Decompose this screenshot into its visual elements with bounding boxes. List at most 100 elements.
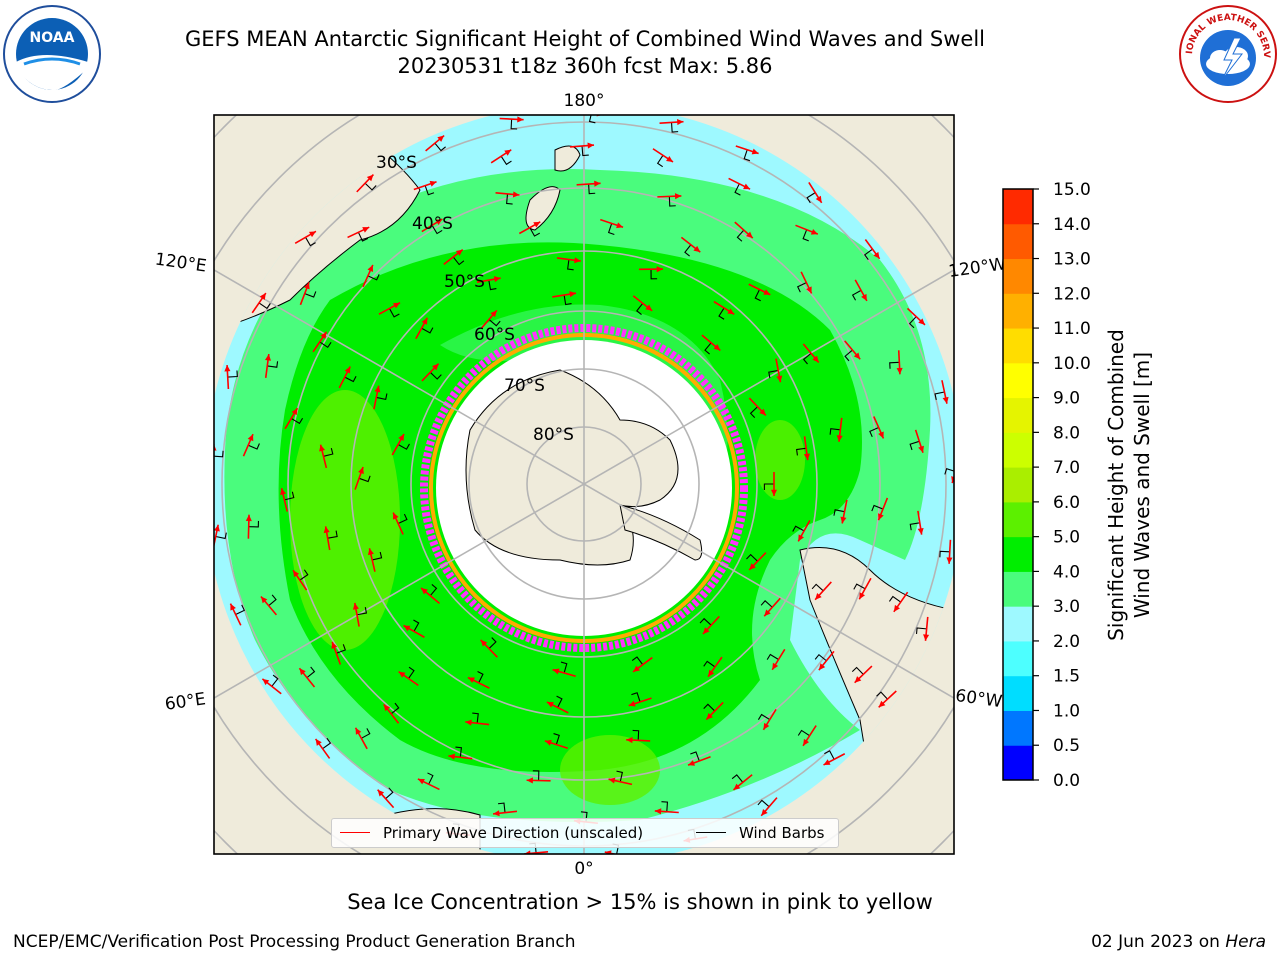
wind-barb	[844, 349, 853, 362]
wind-barb	[364, 182, 377, 191]
wave-arrow-head	[873, 251, 880, 259]
wave-arrow-head	[854, 676, 862, 683]
wave-arrow-head	[946, 557, 953, 564]
wind-barb	[909, 522, 920, 531]
wave-arrow-head	[708, 669, 715, 677]
wind-barb	[889, 361, 900, 369]
wind-barb	[632, 729, 640, 741]
wave-arrow-head	[666, 155, 673, 162]
wind-barb	[824, 750, 835, 760]
colorbar: 0.0 0.5 1.0 1.5 2.0 3.0 4.0 5.0 6.0 7.0 8.0 9.0 10.0…	[1002, 180, 1091, 791]
wind-barb-legend-line	[696, 832, 726, 833]
lat-label-80s: 80°S	[533, 425, 574, 445]
wave-arrow-head	[352, 602, 359, 610]
wind-barb	[367, 274, 380, 281]
colorbar-bin	[1003, 362, 1033, 399]
wave-arrow-head	[893, 604, 900, 612]
wave-height-5m-patch-east	[755, 420, 805, 500]
wind-barb	[690, 751, 700, 762]
wind-barb	[908, 316, 917, 329]
wave-arrow-head	[645, 304, 653, 311]
wave-arrow-head	[524, 850, 531, 854]
issue-date: 02 Jun 2023 on Hera	[1091, 932, 1266, 952]
colorbar-tick-label: 10.0	[1053, 354, 1091, 374]
wave-arrow-head	[803, 453, 810, 461]
wave-arrow-head	[366, 174, 374, 182]
wave-arrow-head	[917, 527, 924, 535]
wind-barb	[248, 520, 260, 528]
wind-barb	[699, 617, 712, 626]
colorbar-bin	[1003, 293, 1033, 329]
wind-barb	[731, 774, 744, 783]
wave-arrow-head	[587, 142, 594, 149]
wind-barb	[851, 289, 862, 301]
wind-barb	[703, 703, 716, 712]
lat-label-70s: 70°S	[504, 376, 545, 396]
wind-barb	[372, 551, 383, 561]
wave-arrow-head	[533, 221, 541, 228]
wind-barb	[529, 227, 540, 237]
wave-arrow-head	[299, 668, 306, 676]
wind-barb	[267, 361, 279, 368]
wave-arrow-head	[763, 289, 771, 295]
wind-barb	[452, 256, 465, 266]
wind-barb	[506, 193, 513, 205]
lat-label-40s: 40°S	[412, 214, 453, 234]
wind-barb	[434, 142, 446, 152]
colorbar-tick-label: 0.5	[1053, 736, 1080, 756]
wave-arrow-head	[493, 810, 500, 817]
wave-arrow-head	[823, 759, 831, 765]
wind-barb	[424, 185, 435, 196]
wave-direction-legend-label: Primary Wave Direction (unscaled)	[383, 824, 644, 842]
wave-arrow-head	[702, 627, 710, 634]
wave-arrow-head	[878, 700, 886, 708]
wind-barb	[814, 653, 827, 662]
wave-arrow-head	[280, 488, 287, 496]
wave-arrow-head	[259, 293, 266, 300]
wind-barb	[497, 802, 506, 813]
colorbar-tick-label: 6.0	[1053, 493, 1080, 513]
wind-barb	[455, 746, 463, 758]
wind-barb	[227, 370, 238, 378]
lat-label-30s: 30°S	[376, 153, 417, 173]
wave-arrow-head	[331, 641, 338, 649]
wind-barb	[553, 733, 560, 745]
wave-arrow-head	[859, 592, 866, 600]
wind-barb	[909, 440, 920, 451]
wave-arrow-head	[465, 719, 472, 726]
colorbar-tick-label: 13.0	[1053, 250, 1091, 270]
wave-arrow-head	[367, 264, 374, 272]
wave-arrow-head	[358, 467, 364, 474]
wind-barb	[863, 248, 873, 260]
noaa-logo: NOAA	[3, 5, 101, 103]
wind-barb	[757, 713, 771, 721]
wave-arrow-head	[214, 524, 220, 532]
wave-arrow-head	[594, 180, 601, 187]
wave-arrow-head	[749, 563, 756, 570]
lon-label-60e: 60°E	[164, 689, 207, 714]
wave-arrow-head	[230, 603, 236, 611]
colorbar-label-line1: Significant Height of Combined	[1104, 329, 1128, 641]
colorbar-tick-label: 14.0	[1053, 215, 1091, 235]
wind-barb	[397, 443, 410, 450]
wave-arrow-head	[878, 513, 884, 521]
wind-barb	[510, 119, 518, 130]
wave-arrow-head	[743, 183, 751, 190]
wind-barb	[284, 491, 295, 501]
wave-arrow-head	[517, 116, 524, 123]
wave-arrow-head	[247, 434, 254, 442]
wave-arrow-head	[840, 516, 847, 524]
wind-barb	[760, 600, 773, 608]
wind-barb	[390, 702, 400, 715]
wind-barb	[763, 483, 774, 490]
wind-barb	[500, 155, 512, 166]
wave-arrow-head	[421, 317, 428, 325]
wave-arrow-head	[918, 318, 925, 325]
wind-barb	[556, 695, 563, 708]
wave-direction-legend-line	[340, 832, 370, 833]
lon-label-120w: 120°W	[947, 254, 1007, 282]
land-new-zealand	[525, 145, 581, 231]
wave-arrow-head	[776, 375, 783, 383]
wave-arrow-head	[693, 245, 701, 253]
